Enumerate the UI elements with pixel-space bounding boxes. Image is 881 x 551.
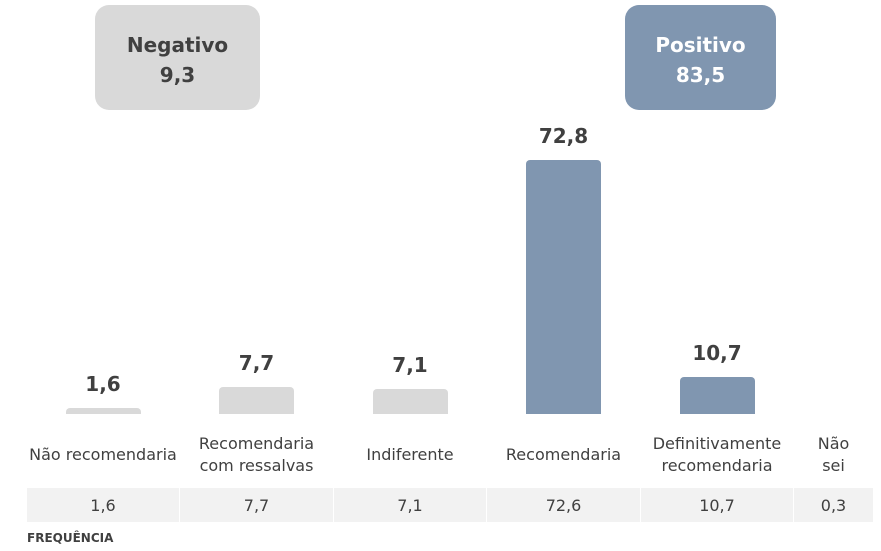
bar [219,387,294,414]
frequency-cell: 0,3 [794,488,873,522]
group-name: Positivo [655,33,746,57]
bar [65,408,141,414]
bar [526,159,601,414]
frequency-cell: 1,6 [27,488,179,522]
frequency-title: FREQUÊNCIA [27,531,114,545]
bar [679,376,755,414]
frequency-cell: 10,7 [641,488,793,522]
value-label: 10,7 [692,340,742,365]
value-label: 7,1 [392,353,428,378]
group-box: Negativo 9,3 [95,5,260,110]
value-label: 72,8 [538,123,589,148]
value-label: 1,6 [85,372,121,397]
group-name: Negativo [126,33,229,57]
category-label: Recomendaria [505,445,622,464]
group-label: 9,3 [159,63,196,87]
category-label: Definitivamente recomendaria [652,434,782,475]
category-label: Não recomendaria [29,445,177,464]
frequency-cell: 72,6 [487,488,640,522]
frequency-cell: 7,1 [334,488,486,522]
category-label: Não sei [817,434,850,475]
bar [372,389,448,414]
group-box: Positivo 83,5 [625,5,776,110]
category-label: Indiferente [366,445,454,464]
category-label: Recomendaria com ressalvas [198,434,315,475]
group-label: 83,5 [675,63,726,87]
frequency-cell: 7,7 [180,488,333,522]
value-label: 7,7 [238,351,275,376]
